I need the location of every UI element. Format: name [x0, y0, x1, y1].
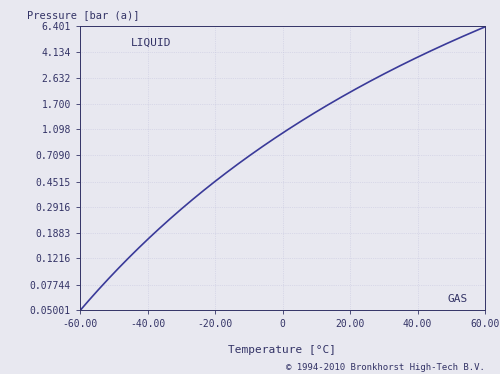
Text: GAS: GAS: [448, 294, 468, 304]
Text: Temperature [°C]: Temperature [°C]: [228, 344, 336, 355]
Text: © 1994-2010 Bronkhorst High-Tech B.V.: © 1994-2010 Bronkhorst High-Tech B.V.: [286, 363, 485, 372]
Text: Pressure [bar (a)]: Pressure [bar (a)]: [28, 10, 140, 21]
Text: LIQUID: LIQUID: [130, 38, 171, 48]
